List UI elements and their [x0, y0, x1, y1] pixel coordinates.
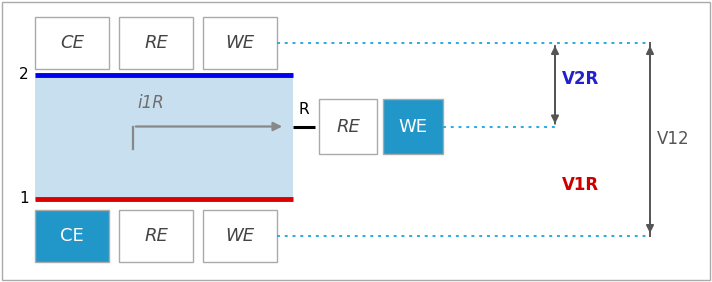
FancyBboxPatch shape — [203, 210, 277, 262]
Text: V2R: V2R — [562, 70, 600, 88]
FancyBboxPatch shape — [203, 17, 277, 69]
Text: V12: V12 — [657, 131, 690, 149]
FancyBboxPatch shape — [119, 17, 193, 69]
FancyBboxPatch shape — [35, 17, 109, 69]
Text: CE: CE — [60, 227, 84, 245]
Text: WE: WE — [226, 34, 255, 52]
FancyBboxPatch shape — [319, 99, 377, 154]
Text: RE: RE — [336, 118, 360, 135]
FancyBboxPatch shape — [35, 73, 293, 200]
Text: WE: WE — [399, 118, 427, 135]
Text: i1R: i1R — [137, 94, 164, 112]
FancyBboxPatch shape — [383, 99, 443, 154]
Text: V1R: V1R — [562, 176, 599, 194]
Text: CE: CE — [60, 34, 84, 52]
FancyBboxPatch shape — [119, 210, 193, 262]
Text: RE: RE — [144, 34, 168, 52]
Text: RE: RE — [144, 227, 168, 245]
Text: 1: 1 — [19, 191, 29, 206]
Text: WE: WE — [226, 227, 255, 245]
FancyBboxPatch shape — [35, 210, 109, 262]
Text: R: R — [299, 102, 309, 118]
Text: 2: 2 — [19, 67, 29, 82]
